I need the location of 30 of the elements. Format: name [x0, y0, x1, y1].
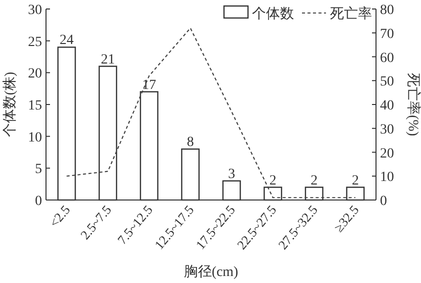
y2-tick-label: 50 [380, 74, 394, 90]
y-tick-label: 25 [28, 34, 42, 50]
y2-tick-label: 20 [380, 146, 394, 162]
y2-tick-label: 80 [380, 3, 394, 18]
y2-tick-label: 30 [380, 122, 394, 138]
data-label: 24 [60, 33, 74, 48]
y-tick-label: 15 [28, 98, 42, 114]
data-label: 2 [269, 173, 276, 188]
y-axis-title: 个体数(株) [2, 72, 18, 138]
y-tick-label: 0 [35, 194, 42, 209]
y2-axis-title: 死亡率(%) [405, 73, 421, 136]
y-tick-label: 20 [28, 66, 42, 82]
legend-label: 个体数 [252, 6, 294, 22]
data-label: 17 [142, 78, 156, 93]
y2-tick-label: 60 [380, 50, 394, 66]
x-tick-label: <2.5 [46, 202, 73, 230]
x-axis-title: 胸径(cm) [184, 264, 239, 280]
y2-tick-label: 10 [380, 170, 394, 186]
y-tick-label: 30 [28, 3, 42, 18]
y2-tick-label: 40 [380, 98, 394, 114]
data-label: 3 [228, 166, 236, 182]
y-tick-label: 10 [28, 130, 42, 146]
data-label: 2 [310, 173, 318, 188]
y2-tick-label: 0 [380, 194, 387, 209]
data-label: 2 [352, 173, 359, 188]
y-tick-label: 5 [35, 162, 42, 178]
legend-label: 死亡率 [330, 6, 372, 22]
data-label: 21 [100, 52, 115, 68]
y2-tick-label: 70 [380, 26, 394, 42]
data-label: 8 [186, 135, 194, 150]
